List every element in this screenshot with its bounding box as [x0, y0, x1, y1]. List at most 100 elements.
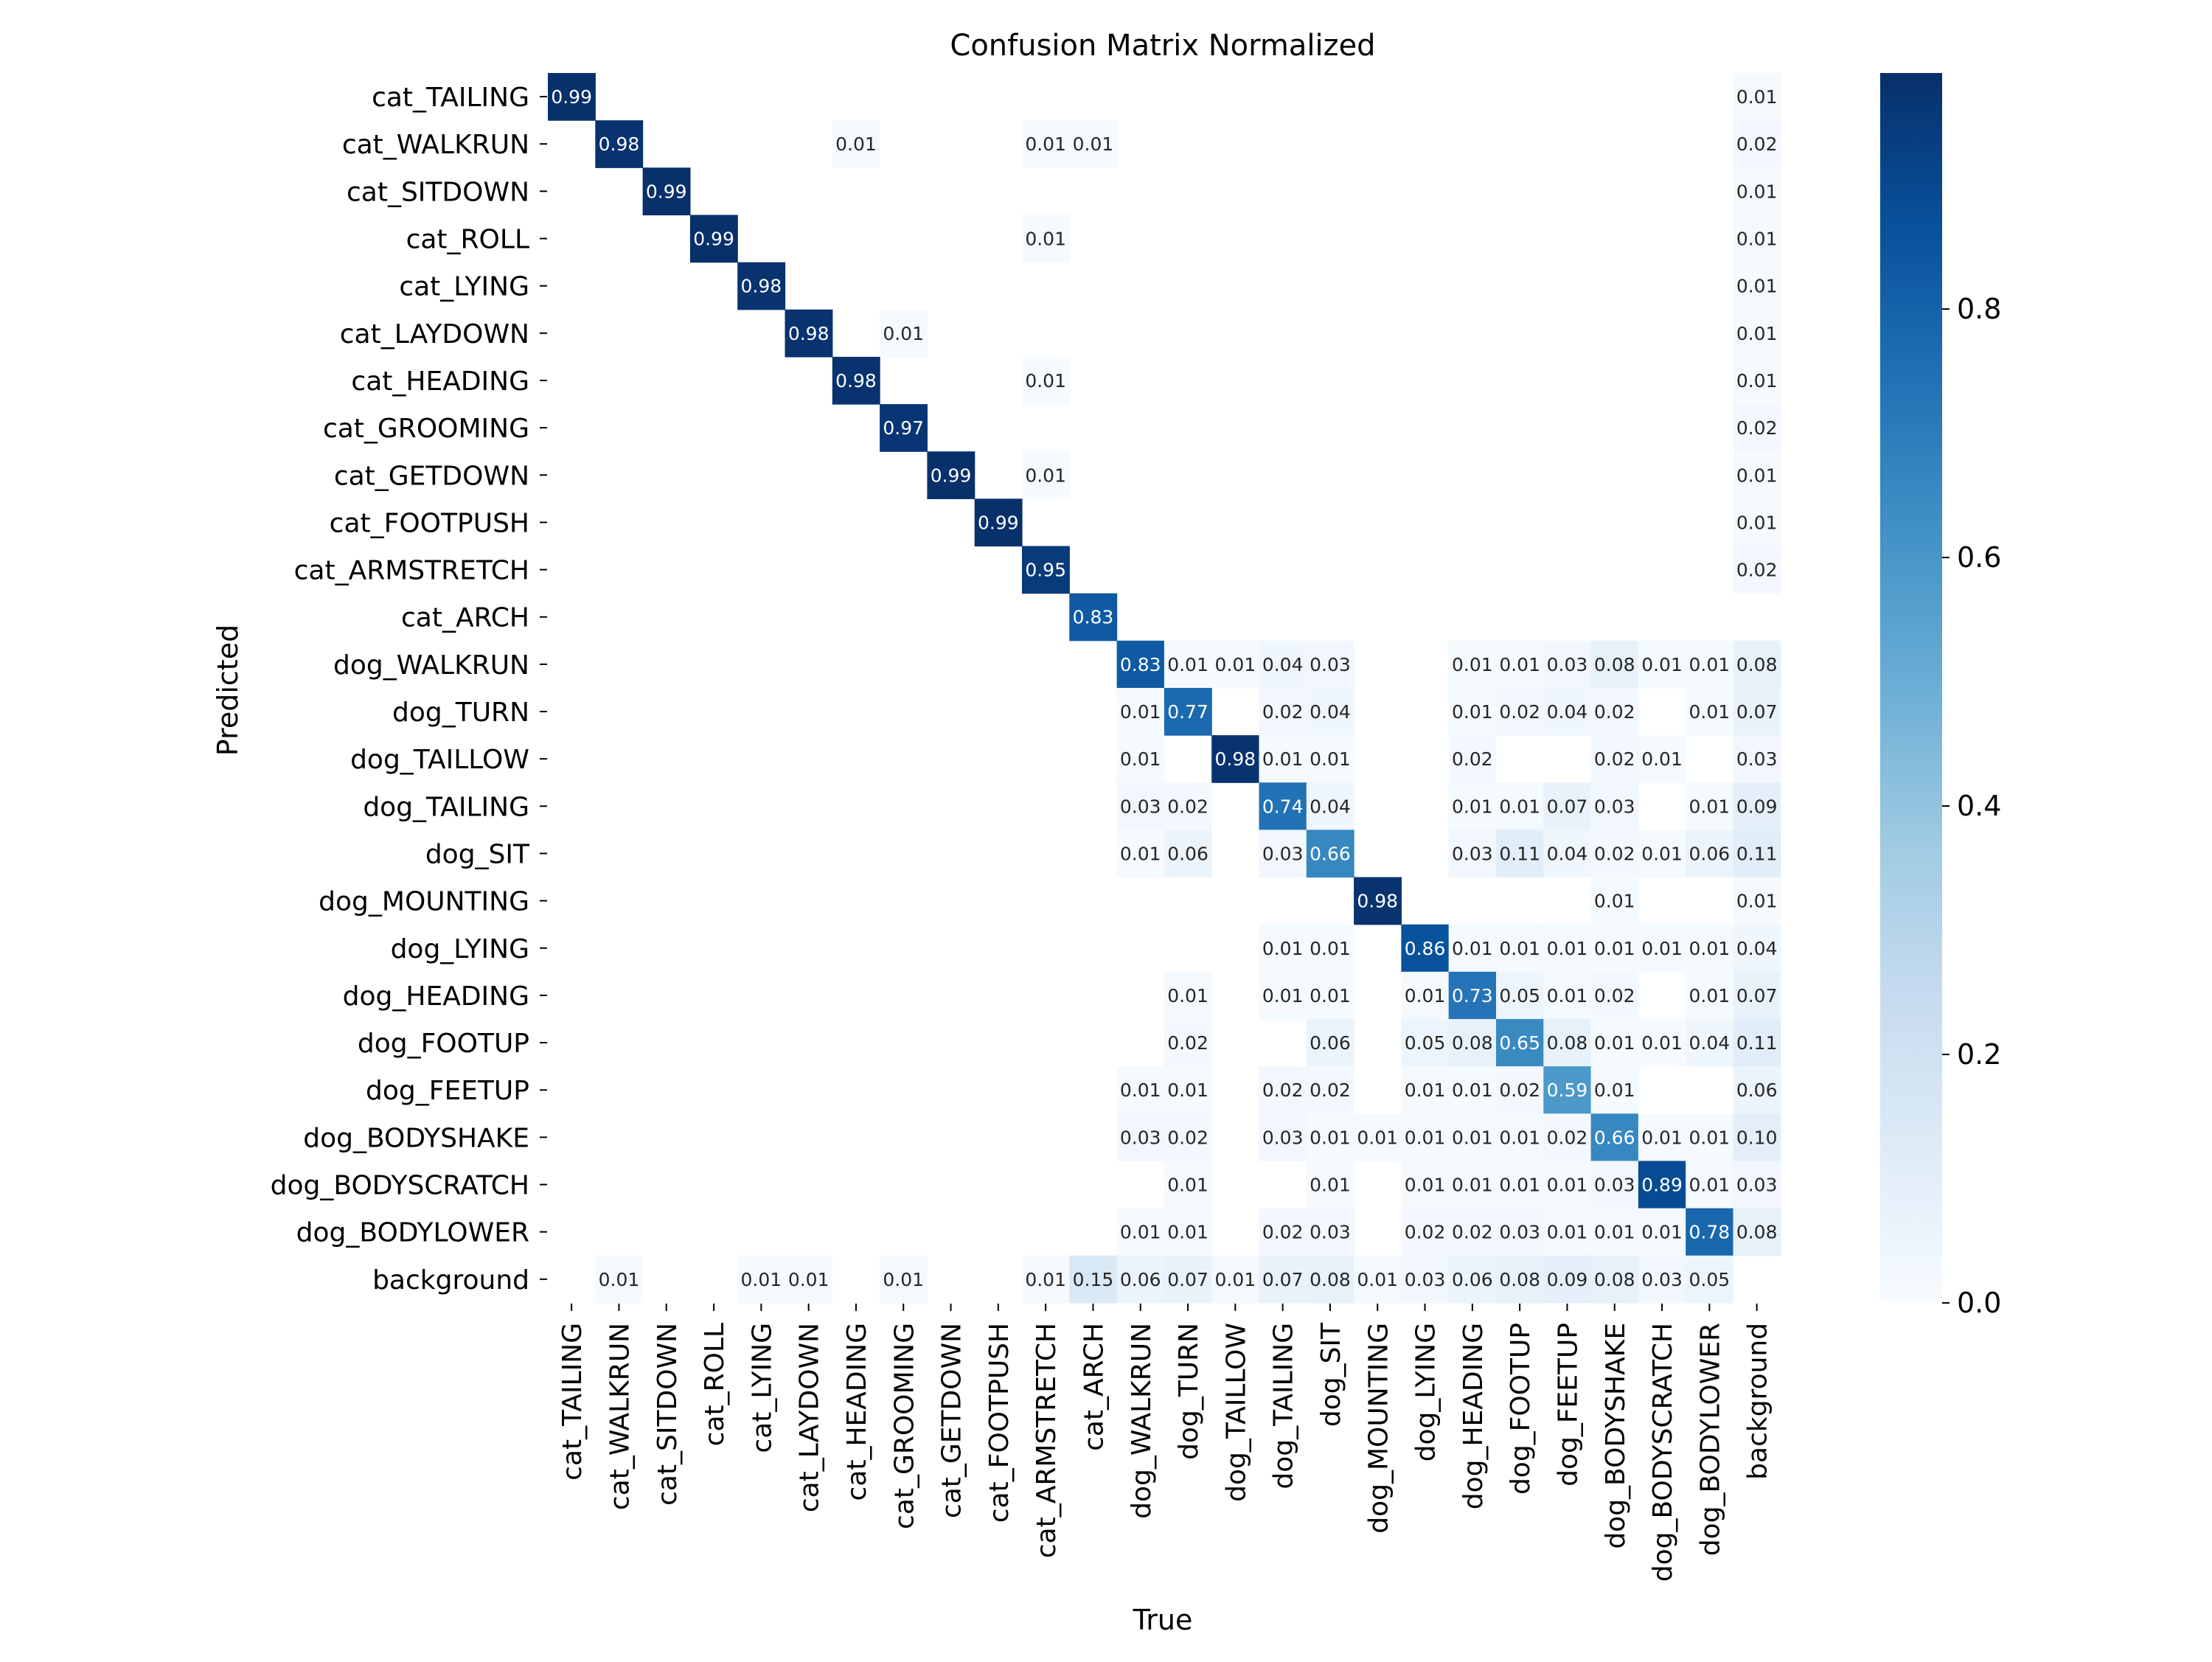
heatmap-cell — [1164, 1066, 1212, 1114]
cell-value-label: 0.03 — [1262, 843, 1304, 864]
cell-value-label: 0.01 — [1167, 1079, 1208, 1101]
heatmap-cell — [1401, 1066, 1450, 1114]
cell-value-label: 0.99 — [931, 465, 972, 486]
cell-value-label: 0.03 — [1405, 1269, 1446, 1290]
heatmap-cell — [1496, 924, 1544, 973]
heatmap-cell — [1733, 830, 1781, 878]
heatmap-cell — [1401, 1208, 1450, 1256]
heatmap-cell — [1401, 1161, 1450, 1209]
cell-value-label: 0.01 — [1405, 1175, 1446, 1196]
heatmap-cell — [1638, 924, 1686, 973]
heatmap-cell — [1733, 687, 1781, 736]
cell-value-label: 0.02 — [1594, 748, 1635, 770]
heatmap-cell — [1496, 971, 1544, 1020]
heatmap-cell — [1496, 830, 1544, 878]
heatmap-cell — [1496, 640, 1544, 689]
cell-value-label: 0.01 — [1499, 938, 1540, 959]
cell-value-label: 0.02 — [1262, 1222, 1304, 1243]
x-tick-label: dog_BODYSHAKE — [1601, 1323, 1631, 1549]
heatmap-cell — [737, 262, 786, 310]
heatmap-cell — [1022, 546, 1070, 594]
cell-value-label: 0.07 — [1736, 985, 1778, 1006]
x-tick-label: dog_MOUNTING — [1363, 1323, 1394, 1534]
cell-value-label: 0.02 — [1736, 560, 1778, 581]
heatmap-cell — [1496, 1255, 1544, 1304]
y-tick-label: cat_ROLL — [406, 225, 529, 255]
cell-value-label: 0.01 — [1499, 1175, 1540, 1196]
y-tick-label: cat_ARCH — [401, 603, 529, 633]
heatmap-cell — [1733, 782, 1781, 830]
heatmap-cell — [1496, 782, 1544, 830]
cell-value-label: 0.01 — [1073, 133, 1114, 155]
heatmap-cell — [1496, 1066, 1544, 1114]
cell-value-label: 0.01 — [1167, 654, 1208, 675]
cell-value-label: 0.07 — [1736, 701, 1778, 723]
y-tick-label: dog_HEADING — [343, 981, 529, 1012]
heatmap-cell — [1116, 782, 1165, 830]
heatmap-cell — [1022, 451, 1070, 499]
heatmap-cell — [1686, 971, 1734, 1020]
heatmap-cell — [1733, 215, 1781, 263]
cell-value-label: 0.01 — [1736, 276, 1778, 297]
heatmap-cell — [1733, 356, 1781, 405]
cell-value-label: 0.01 — [1641, 654, 1683, 675]
heatmap-cell — [1259, 1113, 1307, 1162]
cell-value-label: 0.08 — [1736, 654, 1778, 675]
cell-value-label: 0.10 — [1736, 1127, 1778, 1148]
cell-value-label: 0.01 — [1452, 796, 1493, 817]
cell-value-label: 0.03 — [1736, 1175, 1778, 1196]
heatmap-cell — [1496, 687, 1544, 736]
cell-value-label: 0.01 — [1310, 748, 1351, 770]
y-tick-label: cat_GROOMING — [323, 414, 529, 444]
heatmap-cell — [1401, 924, 1450, 973]
x-tick-label: dog_FEETUP — [1553, 1323, 1583, 1487]
cell-value-label: 0.01 — [1736, 370, 1778, 392]
heatmap-cell — [1590, 1066, 1639, 1114]
cell-value-label: 0.66 — [1594, 1127, 1635, 1148]
heatmap-cell — [1164, 1255, 1212, 1304]
heatmap-cell — [1448, 1019, 1497, 1067]
cell-value-label: 0.03 — [1310, 1222, 1351, 1243]
heatmap-cell — [1022, 356, 1070, 405]
heatmap-cell — [1448, 830, 1497, 878]
heatmap-cell — [1686, 782, 1734, 830]
heatmap-cell — [1733, 167, 1781, 216]
x-tick-label: cat_HEADING — [842, 1323, 872, 1501]
heatmap-cell — [974, 498, 1023, 547]
heatmap-cell — [1259, 1208, 1307, 1256]
heatmap-cell — [1401, 1255, 1450, 1304]
heatmap-cell — [1686, 830, 1734, 878]
y-tick-label: dog_LYING — [391, 934, 529, 964]
heatmap-cell — [1354, 1113, 1402, 1162]
cell-value-label: 0.03 — [1120, 1127, 1161, 1148]
y-axis-label: Predicted — [212, 625, 244, 756]
cell-value-label: 0.01 — [1405, 985, 1446, 1006]
cell-value-label: 0.99 — [978, 512, 1019, 533]
cell-value-label: 0.04 — [1736, 938, 1778, 959]
heatmap-cell — [642, 167, 691, 216]
cell-value-label: 0.01 — [1547, 1222, 1588, 1243]
heatmap-cell — [1496, 1113, 1544, 1162]
cell-value-label: 0.01 — [1310, 985, 1351, 1006]
cell-value-label: 0.03 — [1594, 1175, 1635, 1196]
cell-value-label: 0.15 — [1073, 1269, 1114, 1290]
x-tick-label: cat_LAYDOWN — [795, 1323, 825, 1512]
heatmap-cell — [1733, 1019, 1781, 1067]
heatmap-cell — [1590, 1019, 1639, 1067]
heatmap-cell — [1686, 687, 1734, 736]
cell-value-label: 0.01 — [1357, 1127, 1398, 1148]
heatmap-cell — [1259, 735, 1307, 783]
heatmap-cell — [1543, 924, 1592, 973]
heatmap-cell — [1496, 1019, 1544, 1067]
heatmap-cell — [1259, 640, 1307, 689]
cell-value-label: 0.01 — [1736, 891, 1778, 912]
cell-value-label: 0.03 — [1452, 843, 1493, 864]
heatmap-cell — [1638, 1019, 1686, 1067]
heatmap-cell — [1448, 782, 1497, 830]
heatmap-cell — [927, 451, 975, 499]
cell-value-label: 0.01 — [1641, 1222, 1683, 1243]
cell-value-label: 0.11 — [1736, 843, 1778, 864]
colorbar-tick-label: 0.8 — [1957, 293, 2001, 325]
heatmap-cell — [1590, 1161, 1639, 1209]
cell-value-label: 0.01 — [1025, 229, 1066, 250]
